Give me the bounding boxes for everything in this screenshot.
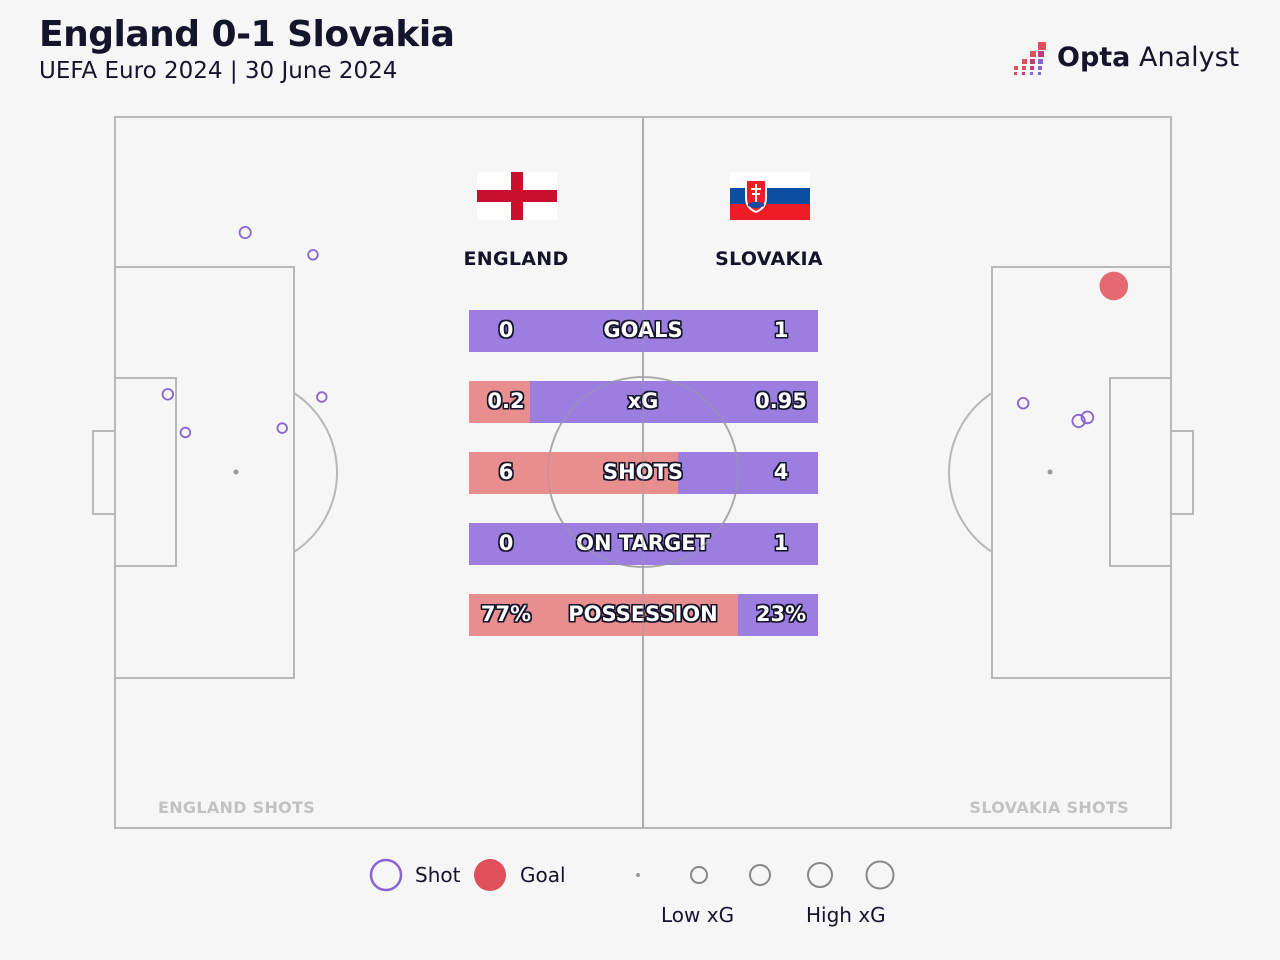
page-subtitle: UEFA Euro 2024 | 30 June 2024 (39, 58, 398, 84)
england-flag (477, 172, 557, 220)
legend-size-circle-3 (749, 864, 771, 886)
stat-row-goals: 0 GOALS 1 (469, 310, 818, 352)
home-stat-value: 6 (498, 460, 514, 484)
left-penalty-spot (233, 469, 239, 475)
shot-marker-england-6 (238, 225, 252, 239)
stat-row-shots: 6 SHOTS 4 (469, 452, 818, 494)
home-share-bar (469, 452, 678, 494)
legend-size-circle-5 (865, 860, 895, 890)
shot-marker-england-4 (316, 391, 328, 403)
stat-label: GOALS (603, 318, 683, 342)
legend-size-scale (636, 860, 895, 890)
left-goal (92, 430, 116, 515)
legend-goal-label: Goal (520, 863, 566, 887)
stat-label: SHOTS (602, 460, 683, 484)
stat-row-possession: 77% POSSESSION 23% (469, 594, 818, 636)
away-stat-value: 23% (755, 602, 807, 626)
stat-label: xG (627, 389, 659, 413)
home-team-name: ENGLAND (463, 248, 569, 270)
stat-row-on-target: 0 ON TARGET 1 (469, 523, 818, 565)
legend-high-xg-label: High xG (806, 903, 886, 927)
home-stat-value: 77% (480, 602, 532, 626)
shot-marker-england-1 (179, 426, 192, 439)
stat-label: ON TARGET (576, 531, 710, 555)
right-penalty-arc (948, 392, 993, 553)
away-stat-value: 1 (773, 531, 789, 555)
opta-analyst-logo: Opta Analyst (1010, 40, 1239, 80)
home-stat-value: 0 (498, 531, 514, 555)
away-stat-value: 0.95 (755, 389, 807, 413)
legend-goal-icon (474, 859, 506, 891)
shot-marker-slovakia-3 (1017, 397, 1030, 410)
right-penalty-spot (1047, 469, 1053, 475)
opta-logo-icon (1014, 42, 1046, 75)
legend-low-xg-label: Low xG (661, 903, 735, 927)
slovakia-flag (730, 172, 810, 220)
page-title: England 0-1 Slovakia (39, 14, 455, 55)
shot-marker-slovakia-1 (1071, 413, 1086, 429)
left-penalty-arc (293, 392, 338, 553)
away-stat-value: 4 (773, 460, 789, 484)
stat-label: POSSESSION (568, 602, 718, 626)
shot-marker-england-2 (161, 388, 175, 401)
away-stat-value: 1 (773, 318, 789, 342)
away-shots-label: SLOVAKIA SHOTS (969, 798, 1129, 817)
goal-marker-slovakia-4 (1099, 271, 1129, 301)
shot-marker-england-3 (276, 422, 288, 434)
legend-shot-label: Shot (415, 863, 461, 887)
legend-size-circle-2 (690, 866, 708, 884)
home-share-bar (469, 381, 530, 423)
home-stat-value: 0.2 (487, 389, 525, 413)
right-goal (1170, 430, 1194, 515)
home-stat-value: 0 (498, 318, 514, 342)
home-shots-label: ENGLAND SHOTS (158, 798, 316, 817)
shot-marker-slovakia-2 (1080, 410, 1095, 425)
stat-row-xg: 0.2 xG 0.95 (469, 381, 818, 423)
shot-marker-england-5 (307, 249, 319, 261)
home-share-bar (469, 594, 738, 636)
legend-size-circle-1 (636, 873, 640, 877)
logo-text: Opta Analyst (1057, 42, 1240, 73)
legend-size-circle-4 (807, 862, 833, 888)
away-team-name: SLOVAKIA (715, 248, 823, 270)
legend-shot-icon (369, 858, 403, 892)
